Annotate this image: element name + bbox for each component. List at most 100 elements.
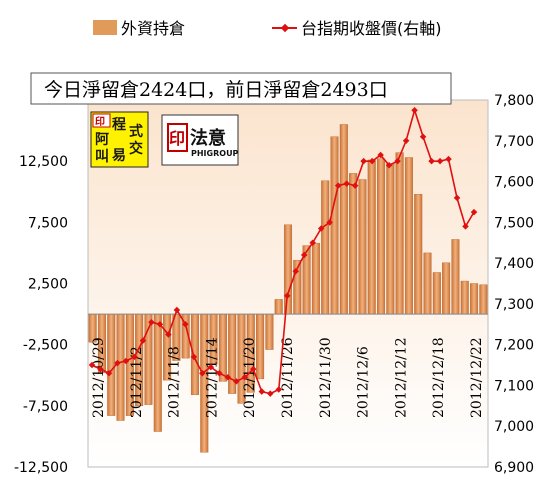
price-point: [182, 321, 189, 328]
price-line-series: [88, 106, 478, 397]
logo-aijiao-char-5: 易: [112, 148, 126, 164]
x-tick-label: 2012/11/20: [242, 337, 258, 418]
price-point: [258, 388, 266, 395]
x-tick-label: 2012/11/26: [280, 337, 296, 418]
price-point: [224, 374, 232, 381]
logo-phigroup-mark-text: 印: [169, 129, 185, 148]
right-axis: 6,900 7,000 7,100 7,200 7,300 7,400 7,500 7,600…: [494, 93, 534, 476]
price-point: [275, 386, 283, 393]
logo-phigroup: 印 法意 PHIGROUP: [161, 114, 239, 166]
price-point: [445, 155, 452, 163]
price-point: [97, 365, 104, 373]
price-point: [207, 363, 215, 371]
price-point: [470, 208, 478, 216]
legend-bar-label: 外資持倉: [121, 19, 185, 38]
logo-phigroup-sub: PHIGROUP: [191, 149, 239, 158]
price-point: [394, 157, 401, 165]
legend-line-label: 台指期收盤價(右軸): [301, 19, 442, 38]
right-tick-label: 6,900: [494, 460, 534, 476]
price-point: [317, 225, 325, 232]
price-point: [309, 239, 316, 246]
price-point: [300, 251, 308, 259]
right-tick-label: 7,500: [494, 215, 534, 231]
price-point: [267, 390, 274, 397]
bar: [460, 280, 469, 315]
bar: [414, 193, 423, 315]
left-tick-label: -7,500: [23, 399, 68, 415]
title-banner: 今日淨留倉2424口，前日淨留倉2493口: [30, 72, 452, 105]
title-banner-box: [30, 72, 452, 105]
right-tick-label: 7,800: [494, 93, 534, 109]
bar: [321, 180, 330, 315]
right-tick-label: 7,600: [494, 175, 534, 191]
right-tick-label: 7,400: [494, 256, 534, 272]
bar: [358, 179, 367, 315]
price-point: [139, 337, 147, 344]
logo-aijiao-badge-text: 印: [95, 116, 105, 128]
right-tick-label: 7,000: [494, 419, 534, 435]
bar: [367, 159, 376, 315]
price-point: [283, 292, 291, 299]
logo-aijiao-char-3: 程: [112, 117, 126, 133]
bar: [404, 157, 413, 315]
bar: [339, 124, 348, 315]
bar-series: [88, 124, 488, 453]
bar: [451, 239, 460, 315]
right-tick-label: 7,300: [494, 297, 534, 313]
price-point: [105, 369, 113, 377]
right-tick-label: 7,200: [494, 338, 534, 354]
left-tick-label: 7,500: [28, 215, 68, 231]
left-tick-label: 2,500: [28, 277, 68, 293]
logo-phigroup-main: 法意: [190, 127, 226, 149]
bar: [283, 224, 293, 315]
logo-aijiao-badge: [92, 113, 111, 128]
bar: [330, 136, 339, 315]
bar: [377, 158, 386, 315]
bar: [311, 242, 320, 315]
logo-aijiao: 印 阿 叫 程 式 易 交: [90, 111, 149, 168]
bar: [470, 283, 479, 315]
logo-aijiao-char-6: 交: [129, 140, 143, 157]
bar: [116, 313, 125, 421]
bar: [479, 284, 488, 315]
price-point: [156, 321, 164, 328]
x-tick-label: 2012/11/8: [167, 346, 183, 418]
price-point: [148, 318, 155, 326]
left-tick-label: -12,500: [14, 460, 68, 476]
price-point: [436, 157, 444, 165]
logo-aijiao-char-2: 叫: [95, 148, 109, 165]
price-point: [351, 182, 359, 189]
price-point: [233, 378, 240, 385]
x-tick-label: 2012/11/14: [204, 337, 220, 418]
price-line: [91, 107, 475, 395]
bar: [386, 163, 395, 315]
left-tick-label: 12,500: [19, 154, 68, 170]
price-point: [250, 365, 257, 373]
bar: [153, 313, 162, 432]
price-point: [131, 353, 138, 361]
price-point: [88, 361, 96, 369]
logo-aijiao-char-1: 阿: [95, 132, 109, 148]
x-tick-label: 2012/12/6: [356, 346, 372, 418]
price-point: [343, 180, 350, 187]
x-tick-label: 2012/11/2: [129, 346, 145, 418]
chart-title: 今日淨留倉2424口，前日淨留倉2493口: [44, 79, 388, 101]
price-point: [419, 133, 427, 140]
left-tick-label: -2,500: [23, 338, 68, 354]
left-axis: -12,500 -7,500 -2,500 2,500 7,500 12,500: [14, 154, 68, 476]
bar: [442, 262, 451, 315]
x-tick-label: 2012/12/12: [393, 337, 409, 418]
price-point: [241, 374, 249, 381]
price-point: [368, 157, 376, 165]
bar: [274, 299, 283, 315]
logo-phigroup-mark: [167, 123, 188, 152]
price-point: [402, 137, 410, 145]
price-point: [462, 223, 469, 230]
price-point: [360, 157, 367, 165]
price-point: [326, 219, 333, 226]
x-tick-label: 2012/11/30: [318, 337, 334, 418]
legend-bar-swatch: [93, 20, 117, 35]
price-point: [190, 353, 198, 361]
price-point: [165, 331, 172, 338]
